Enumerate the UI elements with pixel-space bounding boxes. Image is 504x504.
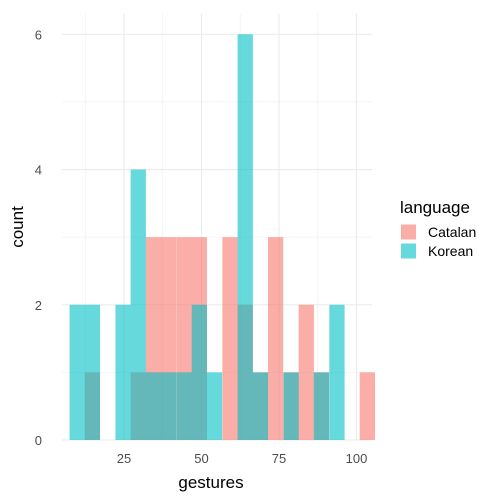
x-tick-label: 50 xyxy=(194,451,208,466)
bar-catalan xyxy=(359,372,375,440)
bar-korean xyxy=(84,304,101,440)
y-tick-label: 0 xyxy=(35,433,42,448)
bar-catalan xyxy=(267,237,284,440)
histogram-bars xyxy=(69,34,375,441)
bar-korean xyxy=(191,304,207,440)
bar-catalan xyxy=(298,304,314,440)
y-tick-label: 2 xyxy=(35,298,42,313)
bar-korean xyxy=(329,304,345,440)
bar-korean xyxy=(313,372,330,440)
y-axis-tick-labels: 0 2 4 6 xyxy=(35,27,42,448)
bar-korean xyxy=(252,372,269,440)
bar-catalan xyxy=(222,237,238,440)
bar-korean xyxy=(115,304,131,440)
bar-korean xyxy=(145,372,162,440)
bar-korean xyxy=(206,372,223,440)
bar-korean xyxy=(130,169,146,440)
legend-label-catalan: Catalan xyxy=(428,224,476,240)
x-axis-tick-labels: 25 50 75 100 xyxy=(117,451,368,466)
bar-korean xyxy=(69,304,85,440)
bar-korean xyxy=(160,372,177,440)
bar-korean xyxy=(283,372,299,440)
y-axis-title: count xyxy=(8,206,27,248)
x-tick-label: 25 xyxy=(117,451,131,466)
x-tick-label: 100 xyxy=(346,451,368,466)
legend-title: language xyxy=(400,198,470,217)
bar-korean xyxy=(237,34,253,441)
y-tick-label: 4 xyxy=(35,163,42,178)
x-tick-label: 75 xyxy=(272,451,286,466)
legend-key-korean xyxy=(401,243,416,259)
bar-korean xyxy=(176,372,192,440)
legend-key-catalan xyxy=(401,224,416,240)
legend: language Catalan Korean xyxy=(400,198,476,259)
x-axis-title: gestures xyxy=(178,473,243,492)
legend-label-korean: Korean xyxy=(428,243,473,259)
y-tick-label: 6 xyxy=(35,27,42,42)
